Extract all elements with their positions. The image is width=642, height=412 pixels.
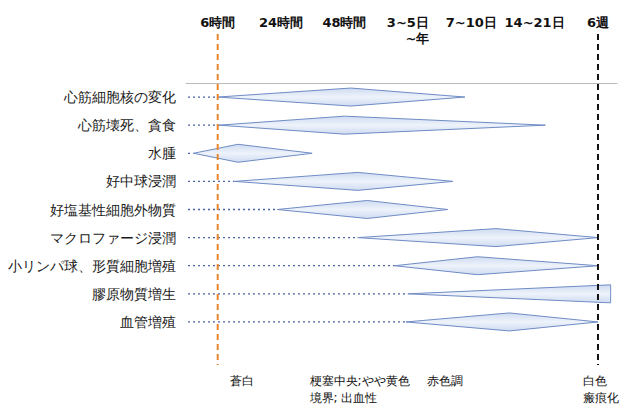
- svg-text:48時間: 48時間: [322, 15, 366, 30]
- svg-text:14~21日: 14~21日: [505, 15, 565, 30]
- svg-text:マクロファージ浸潤: マクロファージ浸潤: [50, 230, 176, 246]
- svg-text:蒼白: 蒼白: [230, 374, 254, 388]
- svg-text:血管増殖: 血管増殖: [120, 314, 176, 330]
- svg-text:境界; 出血性: 境界; 出血性: [309, 391, 378, 405]
- svg-text:24時間: 24時間: [259, 15, 303, 30]
- svg-text:好塩基性細胞外物質: 好塩基性細胞外物質: [50, 202, 176, 218]
- svg-text:水腫: 水腫: [148, 145, 176, 161]
- svg-text:3~5日: 3~5日: [387, 15, 429, 30]
- svg-text:6時間: 6時間: [200, 15, 235, 30]
- svg-text:心筋壊死、貪食: 心筋壊死、貪食: [77, 117, 176, 133]
- svg-text:好中球浸潤: 好中球浸潤: [106, 173, 176, 189]
- svg-text:6週: 6週: [587, 15, 610, 30]
- svg-text:瘢痕化: 瘢痕化: [583, 391, 619, 405]
- svg-text:白色: 白色: [583, 374, 607, 388]
- svg-text:小リンパ球、形質細胞増殖: 小リンパ球、形質細胞増殖: [8, 258, 176, 274]
- svg-text:心筋細胞核の変化: 心筋細胞核の変化: [63, 89, 176, 105]
- svg-text:~年: ~年: [405, 31, 429, 46]
- svg-text:赤色調: 赤色調: [427, 374, 463, 388]
- svg-text:膠原物質増生: 膠原物質増生: [92, 286, 176, 302]
- svg-text:7~10日: 7~10日: [446, 15, 497, 30]
- svg-text:梗塞中央;やや黄色: 梗塞中央;やや黄色: [309, 374, 410, 388]
